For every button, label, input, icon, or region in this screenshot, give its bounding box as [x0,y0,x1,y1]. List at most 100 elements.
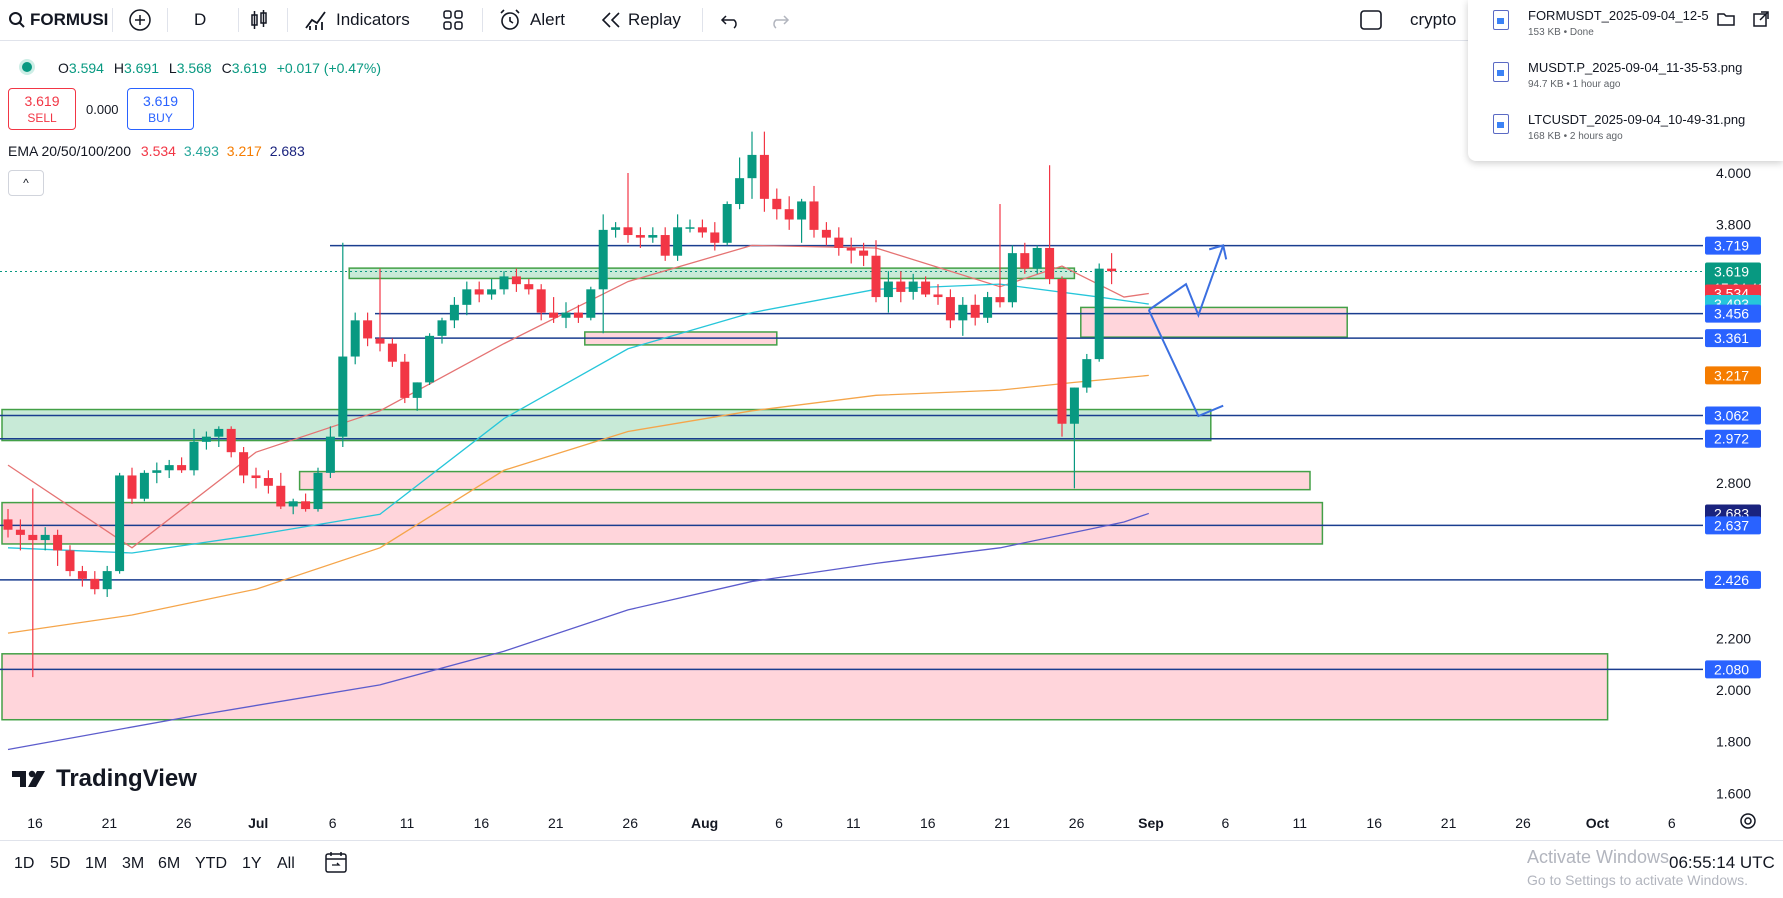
download-name: MUSDT.P_2025-09-04_11-35-53.png [1528,60,1743,75]
download-item[interactable]: LTCUSDT_2025-09-04_10-49-31.png 168 KB •… [1468,112,1783,162]
candle-body [846,247,856,251]
zone-rect [298,470,1311,491]
candle-body [400,361,410,398]
candle-body [759,154,769,199]
sell-button[interactable]: 3.619 SELL [8,88,76,130]
replay-button[interactable]: Replay [600,0,681,40]
alarm-clock-icon [498,8,522,32]
candle-body [276,485,286,507]
fullscreen-toggle[interactable] [1359,0,1383,40]
utc-clock[interactable]: 06:55:14 UTC [1669,853,1775,872]
price-label-bg [1705,406,1761,425]
range-all[interactable]: All [277,855,295,872]
folder-icon[interactable] [1716,10,1736,28]
candle-body [313,472,323,510]
price-label: 3.619 [1714,263,1749,279]
candle-body [474,289,484,295]
range-1y[interactable]: 1Y [242,855,262,872]
candle-body [53,534,63,551]
y-tick-label: 4.000 [1716,165,1751,181]
price-label: 3.062 [1714,407,1749,423]
collapse-legend-button[interactable]: ^ [8,170,44,196]
x-tick-label: 16 [27,815,43,831]
candle-body [772,198,782,210]
candles-icon [248,9,270,31]
zone-rect [1,501,1324,545]
projection-up-arrowhead [1208,244,1228,260]
download-item[interactable]: MUSDT.P_2025-09-04_11-35-53.png 94.7 KB … [1468,60,1783,110]
change-value: +0.017 (+0.47%) [276,60,381,76]
spread-value: 0.000 [86,102,119,117]
candle-body [28,534,38,541]
symbol-search[interactable]: FORMUSI [8,0,108,40]
candle-body [251,475,261,479]
layouts-button[interactable] [442,0,464,40]
candle-body [288,501,298,507]
x-tick-label: 21 [548,815,564,831]
candle-body [127,475,137,499]
candle-body [102,571,112,590]
download-meta: 94.7 KB • 1 hour ago [1528,79,1621,90]
candle-body [586,289,596,318]
ema100-value: 3.217 [226,143,262,159]
add-circle-icon [128,8,152,32]
x-tick-label: 21 [1441,815,1457,831]
candle-body [735,178,745,205]
price-label: 3.217 [1714,367,1749,383]
candle-body [425,335,435,383]
open-external-icon[interactable] [1752,10,1770,28]
redo-button[interactable] [768,0,790,40]
x-tick-label: 6 [1222,815,1230,831]
download-item[interactable]: FORMUSDT_2025-09-04_12-5 153 KB • Done [1468,8,1783,58]
candle-body [449,304,459,321]
candle-body [859,250,869,256]
x-tick-label: 21 [994,815,1010,831]
candle-body [375,338,385,344]
image-file-icon [1493,114,1509,134]
x-tick-label: Sep [1138,815,1164,831]
candle-body [338,356,348,437]
price-label-bg [1705,366,1761,385]
candle-body [1032,247,1042,269]
low-key: L [168,60,177,76]
download-meta: 168 KB • 2 hours ago [1528,131,1623,142]
buy-button[interactable]: 3.619 BUY [127,88,194,130]
candle-body [387,343,397,362]
indicators-label: Indicators [336,10,410,29]
search-field-text[interactable]: crypto [1410,10,1457,29]
interval-button[interactable]: D [194,10,207,29]
compare-button[interactable] [128,0,152,40]
range-6m[interactable]: 6M [158,855,181,872]
candle-body [1007,253,1017,303]
candle-body [1020,253,1030,269]
price-label-bg [1705,429,1761,448]
undo-button[interactable] [720,0,742,40]
candle-body [660,235,670,256]
ema-legend[interactable]: EMA 20/50/100/200 3.534 3.493 3.217 2.68… [8,143,305,159]
time-axis-bg [0,800,1783,840]
candle-body [524,284,534,290]
activate-windows-subtitle: Go to Settings to activate Windows. [1527,872,1748,888]
chart-settings-button[interactable] [1737,810,1759,837]
rewind-icon [600,11,622,29]
candle-body [40,534,50,541]
range-3m[interactable]: 3M [122,855,145,872]
indicators-button[interactable]: Indicators [304,0,410,40]
range-5d[interactable]: 5D [50,855,71,872]
range-1m[interactable]: 1M [85,855,108,872]
range-ytd[interactable]: YTD [195,855,227,872]
candle-body [896,281,906,292]
chart-type-button[interactable] [248,0,270,40]
range-1d[interactable]: 1D [14,855,35,872]
candle-body [561,312,571,318]
close-key: C [221,60,232,76]
candle-body [90,578,100,590]
alert-button[interactable]: Alert [498,0,565,40]
price-label: 2.972 [1714,431,1749,447]
buy-label: BUY [148,111,173,125]
image-file-icon [1493,62,1509,82]
date-range-button[interactable] [324,850,350,881]
replay-label: Replay [628,10,681,29]
candle-body [325,436,335,473]
